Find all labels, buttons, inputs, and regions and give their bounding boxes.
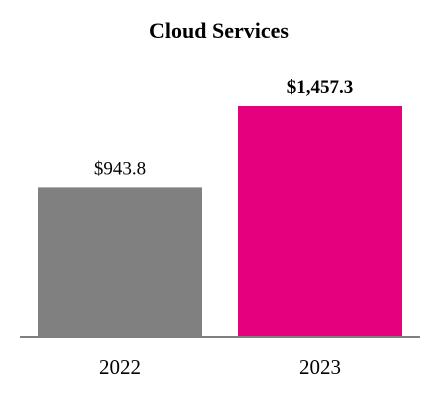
bar-2022: [38, 187, 202, 337]
chart-title: Cloud Services: [149, 18, 289, 43]
value-label-2023: $1,457.3: [287, 77, 354, 98]
bars-group: $943.8 2022 $1,457.3 2023: [38, 77, 402, 379]
value-label-2022: $943.8: [94, 158, 146, 179]
x-tick-label-2023: 2023: [299, 355, 341, 379]
bar-2023: [238, 106, 402, 337]
x-tick-label-2022: 2022: [99, 355, 141, 379]
